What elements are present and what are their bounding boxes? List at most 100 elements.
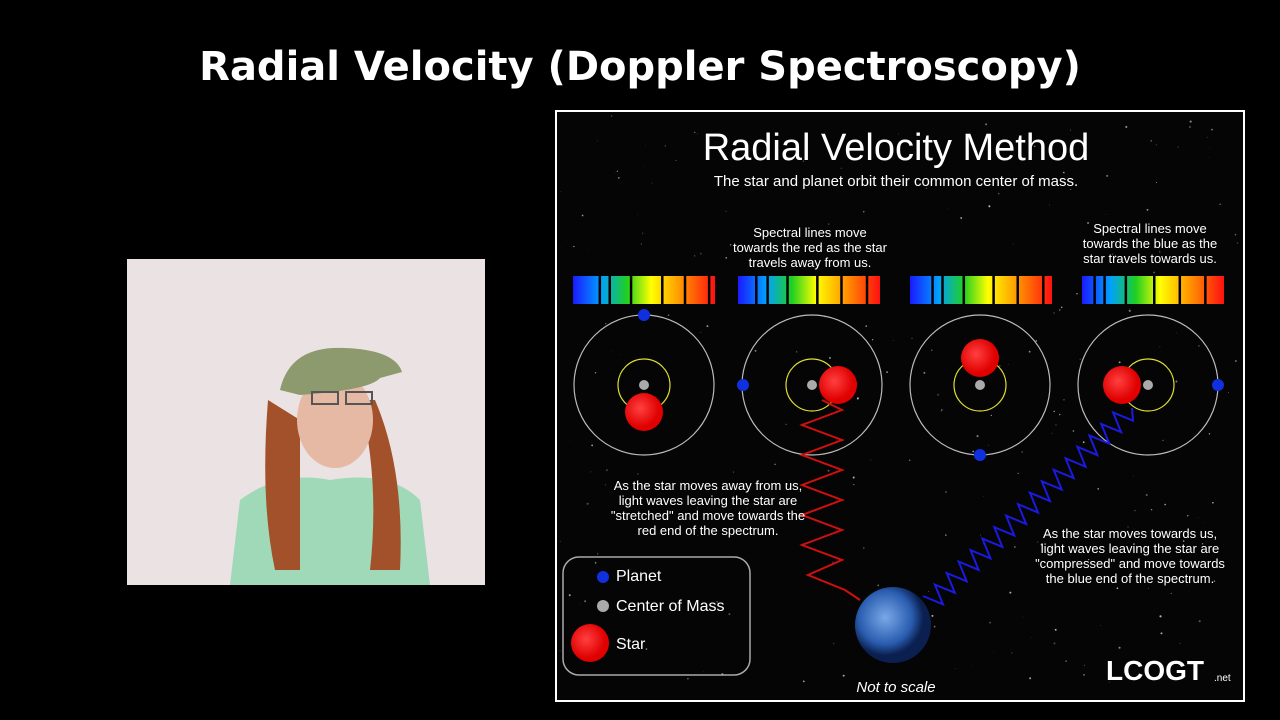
star-dot bbox=[862, 547, 865, 549]
star-dot bbox=[802, 160, 804, 162]
star-dot bbox=[1160, 632, 1163, 635]
star-dot bbox=[865, 325, 868, 328]
star-dot bbox=[886, 371, 888, 374]
star-dot bbox=[1198, 345, 1200, 347]
legend-label: Center of Mass bbox=[616, 598, 724, 615]
text-line: light waves leaving the star are bbox=[1041, 541, 1219, 556]
star-dot bbox=[877, 584, 880, 587]
star-dot bbox=[1049, 204, 1050, 206]
star-dot bbox=[651, 182, 653, 184]
star-dot bbox=[1162, 439, 1164, 441]
star-dot bbox=[664, 145, 666, 147]
star-dot bbox=[642, 166, 644, 168]
star-dot bbox=[636, 473, 639, 475]
star-dot bbox=[1159, 346, 1161, 348]
star-dot bbox=[1179, 643, 1181, 645]
star-dot bbox=[1030, 637, 1032, 638]
star-dot bbox=[568, 594, 571, 597]
star-dot bbox=[802, 680, 805, 683]
star-dot bbox=[905, 185, 907, 187]
star-dot bbox=[1105, 214, 1107, 215]
spectral-line bbox=[816, 276, 819, 304]
diagram-subtitle: The star and planet orbit their common c… bbox=[714, 173, 1078, 190]
star-dot bbox=[642, 232, 644, 234]
star-dot bbox=[785, 482, 788, 485]
spectral-line bbox=[1124, 276, 1128, 304]
planet bbox=[737, 379, 749, 391]
spectrum bbox=[738, 276, 880, 304]
spectral-line bbox=[661, 276, 664, 304]
star-dot bbox=[1088, 559, 1090, 561]
star-dot bbox=[911, 337, 913, 340]
spectral-line bbox=[683, 276, 687, 304]
star-dot bbox=[1028, 350, 1031, 353]
star-dot bbox=[1213, 580, 1216, 582]
star-dot bbox=[1033, 145, 1036, 148]
star-dot bbox=[560, 191, 562, 193]
star-dot bbox=[620, 354, 621, 356]
star-dot bbox=[597, 140, 598, 142]
star-dot bbox=[588, 249, 590, 251]
star-dot bbox=[697, 507, 698, 509]
text-line: Spectral lines move bbox=[1093, 221, 1206, 236]
center-of-mass bbox=[975, 380, 985, 390]
legend-planet bbox=[597, 571, 609, 583]
star-dot bbox=[976, 435, 979, 438]
star-dot bbox=[853, 483, 855, 486]
spectral-line bbox=[629, 276, 633, 304]
star-dot bbox=[852, 476, 855, 479]
spectral-line bbox=[1153, 276, 1156, 304]
star-dot bbox=[627, 603, 629, 605]
star-dot bbox=[1175, 380, 1178, 383]
star-dot bbox=[945, 534, 947, 536]
star-dot bbox=[774, 463, 776, 466]
spectral-line bbox=[865, 276, 869, 304]
star-dot bbox=[1062, 171, 1065, 174]
star-dot bbox=[1181, 579, 1184, 582]
star-dot bbox=[1082, 441, 1085, 444]
star-dot bbox=[1182, 540, 1185, 542]
star-dot bbox=[987, 444, 990, 446]
star-dot bbox=[728, 613, 731, 616]
star-dot bbox=[725, 210, 727, 212]
star-dot bbox=[729, 244, 732, 246]
star-dot bbox=[832, 642, 835, 645]
star-dot bbox=[1128, 308, 1130, 309]
spectral-line bbox=[840, 276, 843, 304]
star-dot bbox=[842, 674, 845, 677]
planet bbox=[1212, 379, 1224, 391]
star-dot bbox=[1125, 125, 1128, 128]
star-dot bbox=[893, 339, 894, 341]
star-dot bbox=[989, 621, 992, 624]
star-dot bbox=[1100, 625, 1101, 627]
star-dot bbox=[931, 614, 934, 617]
star-dot bbox=[1198, 620, 1201, 623]
towards-text: As the star moves towards us, light waves… bbox=[1035, 526, 1225, 586]
star-dot bbox=[1058, 413, 1061, 416]
star-dot bbox=[703, 671, 704, 672]
star-dot bbox=[605, 322, 607, 325]
star-dot bbox=[1219, 203, 1221, 205]
star-dot bbox=[1051, 432, 1053, 434]
star-dot bbox=[586, 502, 589, 505]
text-line: the blue end of the spectrum. bbox=[1046, 571, 1214, 586]
star-dot bbox=[700, 331, 702, 333]
star-dot bbox=[1235, 360, 1237, 362]
star-dot bbox=[687, 678, 689, 680]
legend-box bbox=[562, 556, 751, 676]
star-dot bbox=[1009, 591, 1012, 594]
center-of-mass bbox=[639, 380, 649, 390]
logo-suffix: .net bbox=[1214, 673, 1231, 684]
star-dot bbox=[931, 349, 933, 351]
star-dot bbox=[908, 459, 911, 462]
star-dot bbox=[863, 275, 864, 276]
star-dot bbox=[757, 499, 759, 501]
star-dot bbox=[1208, 433, 1211, 435]
spectral-line bbox=[766, 276, 769, 304]
star-dot bbox=[1083, 674, 1085, 676]
legend-star bbox=[571, 624, 609, 662]
star-dot bbox=[612, 351, 614, 353]
text-line: towards the red as the star bbox=[733, 240, 888, 255]
star-dot bbox=[940, 410, 942, 412]
star-dot bbox=[640, 243, 642, 245]
